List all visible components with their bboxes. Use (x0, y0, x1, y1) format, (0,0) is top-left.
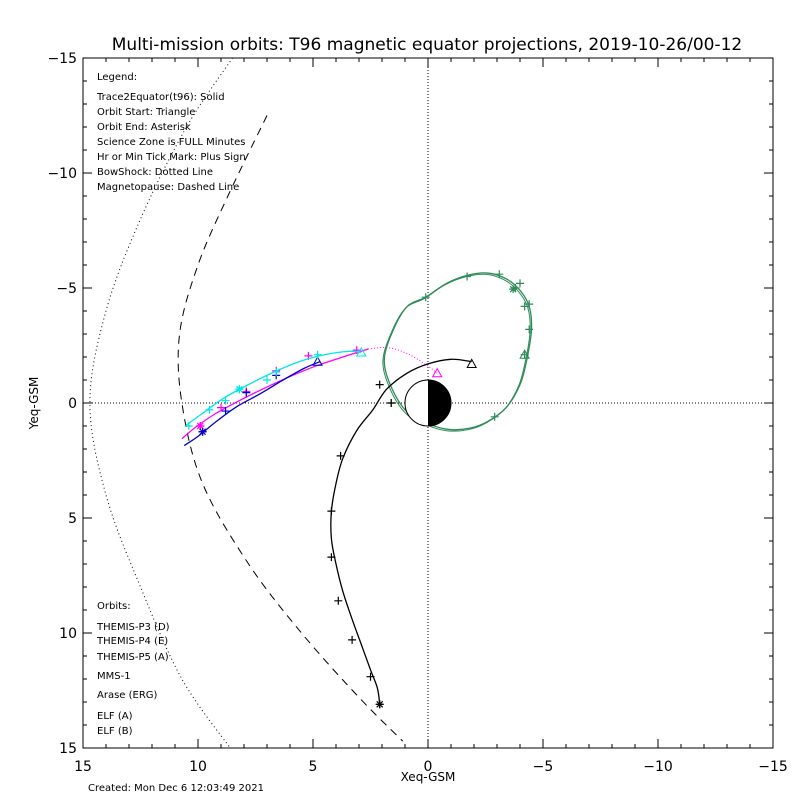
orbit-start-marker (466, 358, 478, 368)
legend-item: Trace2Equator(t96): Solid (96, 92, 225, 103)
tick-mark (217, 403, 225, 412)
y-tick-labels: −15 −10 −5 0 5 10 15 (47, 51, 77, 757)
orbits-legend-item: ELF (B) (97, 726, 133, 737)
tick-mark (516, 279, 524, 288)
tick-mark (495, 270, 504, 279)
y-tick-label: 5 (68, 511, 77, 527)
tick-mark (336, 451, 345, 460)
legend-title: Legend: (97, 72, 137, 83)
orbit-end-marker (375, 700, 384, 709)
tick-mark (352, 346, 361, 355)
series-mms-1 (327, 358, 478, 709)
legend-item: BowShock: Dotted Line (97, 167, 213, 178)
orbit-line (186, 350, 362, 426)
orbit-start-marker (519, 349, 530, 359)
x-tick-label: −10 (643, 759, 673, 775)
tick-mark (184, 422, 193, 430)
tick-mark (463, 272, 472, 281)
tick-mark (525, 325, 534, 334)
orbit-start-marker (355, 346, 367, 357)
y-tick-label: 10 (59, 626, 77, 642)
tick-mark (525, 300, 534, 309)
bowshock-curve (89, 58, 233, 748)
x-tick-label: 10 (189, 759, 207, 775)
tick-mark (348, 635, 357, 644)
created-timestamp: Created: Mon Dec 6 12:03:49 2021 (88, 783, 264, 794)
tick-mark (327, 553, 336, 562)
x-axis-label: Xeq-GSM (401, 770, 456, 784)
tick-mark (272, 367, 281, 376)
orbit-start-marker (312, 356, 323, 366)
orbit-end-marker (196, 422, 205, 430)
legend-item: Orbit End: Asterisk (97, 122, 191, 133)
orbit-line (183, 361, 321, 447)
series-themis-p3-d (184, 346, 367, 430)
legend-item: Science Zone is FULL Minutes (97, 137, 246, 148)
earth-night-side (428, 380, 451, 426)
y-tick-label: −5 (56, 281, 77, 297)
x-tick-labels: 15 10 5 0 −5 −10 −15 (74, 759, 788, 775)
axes (82, 57, 774, 749)
x-tick-label: 5 (309, 759, 318, 775)
x-tick-label: 15 (74, 759, 92, 775)
y-tick-label: 0 (68, 396, 77, 412)
y-tick-label: 15 (59, 741, 77, 757)
legend-item: Magnetopause: Dashed Line (97, 182, 239, 193)
x-tick-label: −5 (533, 759, 554, 775)
tick-mark (242, 388, 251, 397)
y-tick-label: −10 (47, 166, 77, 182)
boundary-curves (89, 58, 404, 748)
tick-mark (221, 396, 230, 405)
legend-item: Orbit Start: Triangle (97, 107, 195, 118)
tick-mark (263, 376, 271, 384)
legend-item: Hr or Min Tick Mark: Plus Sign (97, 152, 246, 163)
series-arase-erg (382, 270, 534, 432)
tick-mark (375, 380, 384, 389)
tick-mark (205, 405, 214, 414)
y-axis-label: Yeq-GSM (27, 377, 41, 431)
orbit-end-marker (235, 385, 244, 394)
tick-mark (387, 399, 396, 407)
orbits-legend-item: Arase (ERG) (97, 690, 158, 701)
orbits-legend-title: Orbits: (97, 601, 131, 612)
orbit-line-dotted (368, 347, 438, 374)
tick-mark (327, 507, 336, 516)
tick-mark (221, 407, 230, 416)
orbits-legend-item: MMS-1 (97, 671, 131, 682)
orbit-line-second-pass (382, 273, 531, 432)
orbit-end-marker (509, 285, 518, 294)
tick-mark (366, 672, 375, 681)
y-tick-label: −15 (47, 51, 77, 67)
orbits-legend-item: THEMIS-P5 (A) (96, 652, 169, 663)
orbit-start-marker (431, 367, 443, 378)
tick-mark (313, 350, 322, 359)
tick-mark (421, 293, 430, 302)
x-tick-label: −15 (758, 759, 788, 775)
tick-mark (490, 412, 499, 421)
orbit-series (181, 270, 534, 709)
orbits-legend: Orbits: THEMIS-P3 (D) THEMIS-P4 (E) THEMIS-… (96, 601, 170, 737)
earth-marker (404, 379, 452, 427)
orbits-legend-item: ELF (A) (97, 711, 133, 722)
x-tick-label: 0 (424, 759, 433, 775)
orbits-legend-item: THEMIS-P4 (E) (96, 636, 168, 647)
legend: Legend: Trace2Equator(t96): Solid Orbit St… (96, 72, 246, 193)
orbits-legend-item: THEMIS-P3 (D) (96, 622, 170, 633)
magnetopause-curve (177, 115, 404, 742)
orbit-end-marker (198, 427, 207, 436)
orbit-line (330, 358, 472, 705)
chart-title: Multi-mission orbits: T96 magnetic equat… (112, 35, 743, 55)
tick-mark (520, 302, 529, 311)
tick-mark (334, 596, 343, 605)
